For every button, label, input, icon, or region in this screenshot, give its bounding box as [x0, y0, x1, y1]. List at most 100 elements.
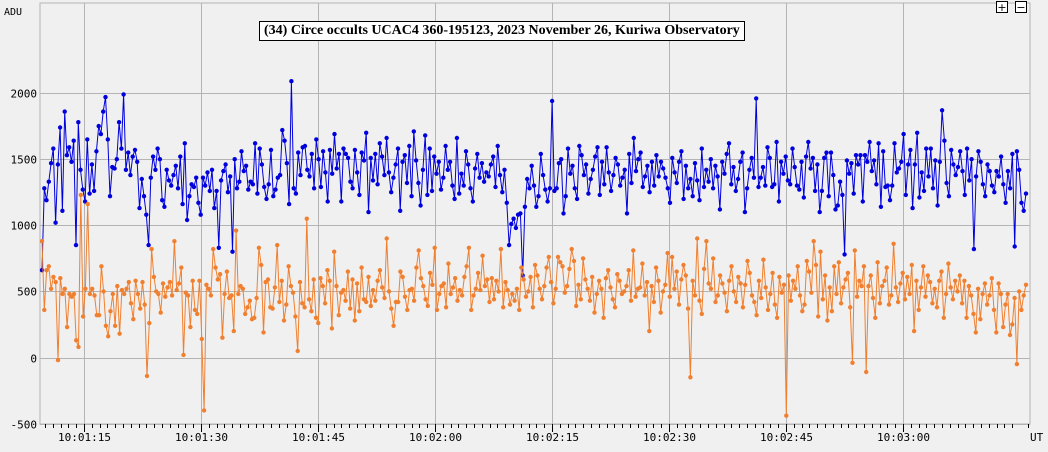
- data-point: [738, 281, 743, 286]
- data-point: [500, 190, 505, 195]
- data-point: [491, 154, 496, 159]
- data-point: [518, 211, 523, 216]
- data-point: [811, 239, 816, 244]
- data-point: [908, 147, 913, 153]
- data-point: [382, 172, 387, 178]
- data-point: [793, 286, 798, 291]
- data-point: [325, 199, 330, 204]
- data-point: [132, 147, 138, 153]
- data-point: [91, 188, 97, 194]
- zoom-in-button[interactable]: +: [996, 1, 1008, 14]
- data-point: [574, 196, 580, 202]
- data-point: [391, 323, 396, 328]
- data-point: [375, 278, 380, 283]
- data-point: [645, 163, 650, 168]
- data-point: [472, 166, 478, 171]
- data-point: [530, 305, 536, 310]
- data-point: [307, 174, 312, 179]
- data-point: [827, 285, 832, 290]
- data-point: [733, 299, 739, 305]
- data-point: [284, 302, 289, 307]
- data-point: [201, 408, 207, 413]
- data-point: [564, 283, 570, 289]
- data-point: [745, 258, 750, 264]
- data-point: [284, 161, 290, 166]
- data-point: [1010, 151, 1015, 157]
- data-point: [685, 306, 691, 311]
- data-point: [672, 286, 677, 291]
- data-point: [290, 290, 296, 295]
- data-point: [64, 153, 70, 158]
- data-point: [642, 293, 647, 298]
- data-point: [464, 264, 469, 269]
- data-point: [690, 194, 695, 199]
- data-point: [92, 293, 97, 298]
- data-point: [594, 291, 599, 297]
- data-point: [603, 276, 609, 281]
- data-point: [150, 154, 156, 159]
- zoom-out-button[interactable]: −: [1015, 1, 1027, 14]
- data-point: [114, 157, 120, 162]
- data-point: [402, 153, 407, 158]
- data-point: [665, 186, 670, 191]
- data-point: [754, 313, 759, 318]
- data-point: [735, 176, 741, 182]
- data-point: [672, 170, 677, 175]
- data-point: [167, 279, 173, 285]
- data-point: [747, 167, 752, 172]
- data-point: [894, 170, 899, 175]
- data-point: [959, 301, 965, 306]
- data-point: [731, 289, 736, 294]
- data-point: [123, 167, 129, 172]
- data-point: [874, 182, 879, 187]
- data-point: [647, 190, 652, 195]
- data-point: [583, 277, 588, 282]
- data-point: [380, 285, 385, 290]
- data-point: [311, 277, 316, 282]
- data-point: [636, 157, 641, 162]
- data-point: [596, 278, 602, 283]
- data-point: [432, 245, 437, 250]
- data-point: [760, 164, 766, 170]
- data-point: [656, 174, 661, 179]
- data-point: [882, 278, 887, 283]
- data-point: [717, 273, 723, 278]
- data-point: [794, 183, 800, 188]
- data-point: [370, 287, 376, 293]
- data-point: [507, 302, 513, 307]
- data-point: [871, 158, 877, 163]
- data-point: [713, 299, 718, 305]
- data-point: [51, 146, 56, 151]
- data-point: [756, 184, 761, 190]
- data-point: [366, 209, 371, 215]
- data-point: [890, 183, 895, 188]
- data-point: [208, 293, 214, 298]
- data-point: [934, 305, 940, 310]
- data-point: [649, 159, 655, 164]
- data-point: [809, 290, 814, 295]
- data-point: [179, 265, 184, 270]
- data-point: [1001, 324, 1006, 330]
- data-point: [139, 176, 144, 182]
- data-point: [829, 309, 835, 314]
- data-point: [695, 236, 700, 241]
- data-point: [858, 153, 863, 158]
- data-point: [932, 286, 937, 291]
- data-point: [282, 138, 287, 143]
- data-point: [910, 205, 915, 211]
- data-point: [316, 157, 321, 162]
- data-point: [218, 178, 224, 183]
- data-point: [466, 162, 471, 167]
- data-point: [165, 285, 170, 290]
- data-point: [633, 168, 639, 174]
- data-point: [470, 199, 475, 204]
- data-point: [259, 262, 264, 268]
- data-point: [720, 159, 725, 164]
- data-point: [815, 162, 820, 167]
- data-point: [895, 299, 901, 305]
- data-point: [595, 145, 600, 150]
- data-point: [505, 287, 510, 293]
- data-point: [649, 283, 654, 289]
- data-point: [969, 157, 974, 162]
